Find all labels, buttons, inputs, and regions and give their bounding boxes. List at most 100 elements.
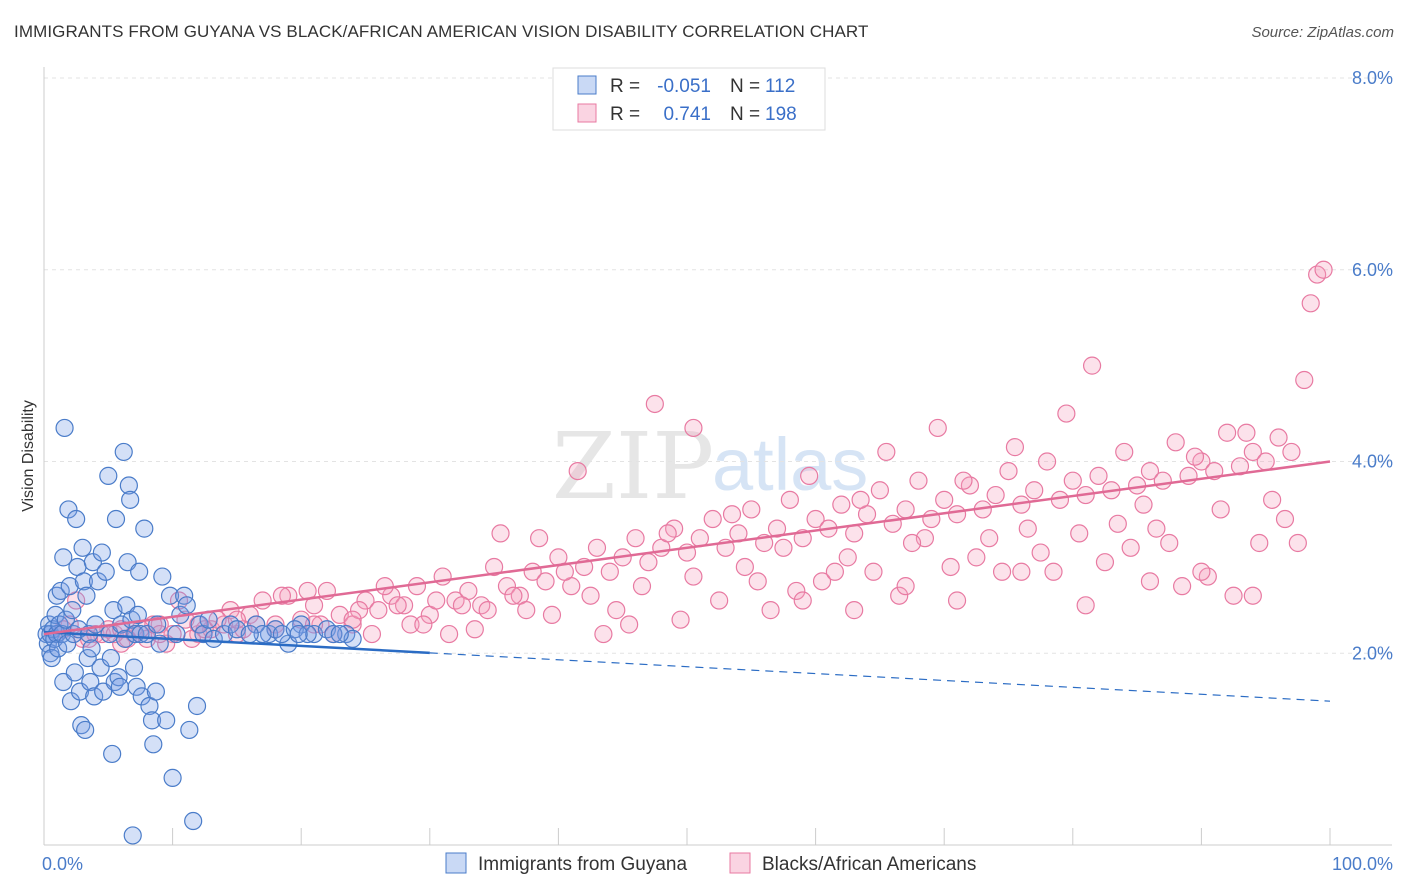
blacks-african-americans-point xyxy=(793,591,812,610)
immigrants-from-guyana-point xyxy=(135,519,154,538)
legend-n-value-2: 198 xyxy=(765,104,797,125)
immigrants-from-guyana-point xyxy=(58,634,77,653)
immigrants-from-guyana-point xyxy=(177,596,196,615)
immigrants-from-guyana-point xyxy=(187,696,207,716)
blacks-african-americans-point xyxy=(838,548,857,567)
blacks-african-americans-point xyxy=(735,557,754,577)
blacks-african-americans-point xyxy=(375,577,394,596)
blacks-african-americans-point xyxy=(1211,500,1230,519)
blacks-african-americans-point xyxy=(607,601,626,620)
immigrants-from-guyana-point xyxy=(54,548,73,567)
blacks-african-americans-point xyxy=(883,514,902,533)
blacks-african-americans-point xyxy=(658,524,677,543)
chart-title: IMMIGRANTS FROM GUYANA VS BLACK/AFRICAN … xyxy=(14,22,869,41)
blacks-african-americans-point xyxy=(626,529,645,548)
watermark-zip: ZIP xyxy=(552,413,714,520)
blacks-african-americans-point xyxy=(1076,596,1095,615)
blacks-african-americans-point xyxy=(890,586,909,605)
blacks-african-americans-point xyxy=(1288,533,1307,553)
immigrants-from-guyana-point xyxy=(76,720,95,740)
immigrants-from-guyana-point xyxy=(114,442,133,462)
blacks-african-americans-point xyxy=(742,500,761,519)
immigrants-from-guyana-point xyxy=(247,615,266,634)
blacks-african-americans-point xyxy=(485,557,504,577)
blacks-african-americans-point xyxy=(362,624,382,644)
legend-swatch-pink xyxy=(577,103,597,123)
immigrants-from-guyana-point xyxy=(127,677,146,696)
immigrants-from-guyana-point xyxy=(82,639,101,658)
blacks-african-americans-point xyxy=(536,572,555,591)
blacks-african-americans-point xyxy=(1275,509,1295,529)
blacks-african-americans-point xyxy=(427,591,446,610)
trend-line-black xyxy=(43,460,1331,636)
blacks-african-americans-point xyxy=(832,495,851,514)
blacks-african-americans-point xyxy=(864,562,883,581)
blacks-african-americans-point xyxy=(845,601,864,620)
blacks-african-americans-point xyxy=(414,615,433,634)
immigrants-from-guyana-point xyxy=(330,624,349,644)
blacks-african-americans-point xyxy=(517,601,536,620)
blacks-african-americans-point xyxy=(1263,490,1282,509)
blacks-african-americans-point xyxy=(812,572,832,591)
immigrants-from-guyana-point xyxy=(99,466,118,485)
blacks-african-americans-point xyxy=(896,577,915,596)
blacks-african-americans-point xyxy=(394,596,414,615)
blacks-african-americans-point xyxy=(401,615,420,634)
blacks-african-americans-point xyxy=(491,524,510,543)
blacks-african-americans-point xyxy=(986,485,1005,505)
immigrants-from-guyana-point xyxy=(106,509,126,529)
immigrants-from-guyana-point xyxy=(240,624,259,644)
immigrants-from-guyana-point xyxy=(109,668,128,687)
blacks-african-americans-point xyxy=(1005,438,1025,457)
immigrants-from-guyana-point xyxy=(77,586,96,605)
legend-r-label-1: R = xyxy=(610,76,640,97)
blacks-african-americans-point xyxy=(600,562,619,581)
immigrants-from-guyana-point xyxy=(157,711,176,730)
blacks-african-americans-point xyxy=(870,481,890,500)
blacks-african-americans-point xyxy=(568,461,587,481)
immigrants-from-guyana-point xyxy=(128,605,147,625)
immigrants-from-guyana-point xyxy=(130,562,149,581)
blacks-african-americans-point xyxy=(851,490,870,509)
gridlines xyxy=(44,77,1392,654)
blacks-african-americans-point xyxy=(1237,423,1256,442)
blacks-african-americans-point xyxy=(1269,428,1288,447)
blacks-african-americans-point xyxy=(806,509,825,529)
blacks-african-americans-point xyxy=(1256,452,1275,471)
blacks-african-americans-point xyxy=(941,557,960,577)
legend: R = -0.051 N = 112 R = 0.741 N = 198 xyxy=(552,67,826,131)
series-blacks-african-americans-points xyxy=(47,260,1333,653)
blacks-african-americans-point xyxy=(1050,490,1070,509)
blacks-african-americans-point xyxy=(1057,404,1076,423)
trend-line-guyana-solid xyxy=(43,630,430,655)
blacks-african-americans-point xyxy=(388,596,407,615)
legend-r-label-2: R = xyxy=(610,104,640,125)
immigrants-from-guyana-point xyxy=(74,572,93,591)
immigrants-from-guyana-point xyxy=(78,648,97,668)
blacks-african-americans-point xyxy=(1282,442,1301,462)
blacks-african-americans-point xyxy=(825,562,844,581)
immigrants-from-guyana-point xyxy=(144,735,163,754)
blacks-african-americans-point xyxy=(722,505,742,524)
blacks-african-americans-point xyxy=(1173,577,1192,596)
immigrants-from-guyana-point xyxy=(60,577,79,596)
y-tick-label: 6.0% xyxy=(1352,260,1393,280)
blacks-african-americans-point xyxy=(710,591,729,610)
immigrants-from-guyana-point xyxy=(56,610,75,629)
blacks-african-americans-point xyxy=(1018,519,1037,538)
immigrants-from-guyana-point xyxy=(163,768,182,787)
blacks-african-americans-point xyxy=(954,471,973,490)
blacks-african-americans-point xyxy=(1108,514,1127,533)
blacks-african-americans-point xyxy=(800,466,819,485)
blacks-african-americans-point xyxy=(1192,562,1211,581)
trend-lines xyxy=(43,460,1331,702)
blacks-african-americans-point xyxy=(1185,447,1205,466)
bottom-legend-label-black: Blacks/African Americans xyxy=(762,854,976,875)
immigrants-from-guyana-point xyxy=(73,538,92,557)
y-tick-label: 2.0% xyxy=(1352,643,1393,663)
immigrants-from-guyana-point xyxy=(253,624,272,644)
x-tick-label-max: 100.0% xyxy=(1332,854,1393,874)
blacks-african-americans-point xyxy=(587,538,607,557)
trend-line-guyana-dashed xyxy=(429,652,1331,702)
